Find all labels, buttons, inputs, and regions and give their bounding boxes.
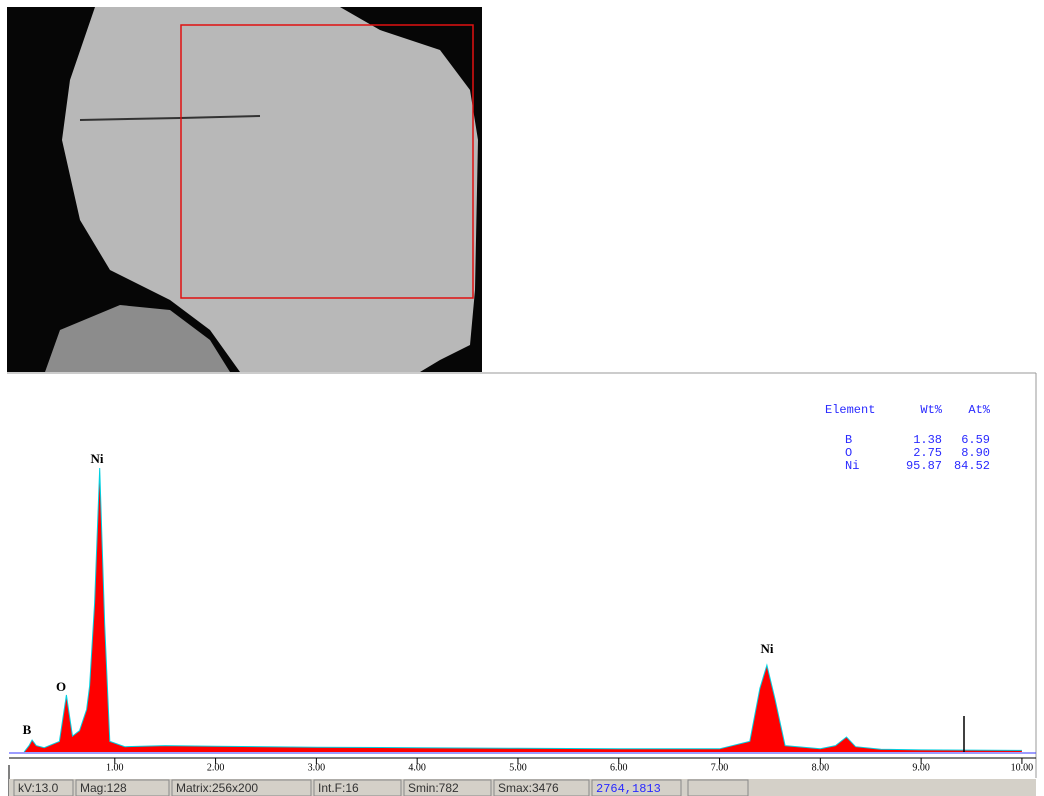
peak-label: Ni — [761, 641, 774, 656]
x-tick-label: 6.00 — [610, 762, 628, 773]
element-name: O — [845, 446, 852, 460]
table-header: At% — [968, 403, 990, 417]
element-name: Ni — [845, 459, 859, 473]
status-text: Mag:128 — [80, 781, 127, 795]
peak-label: O — [56, 679, 66, 694]
x-tick-label: 4.00 — [408, 762, 426, 773]
x-tick-label: 1.00 — [106, 762, 124, 773]
peak-label: B — [23, 722, 32, 737]
status-text: Smax:3476 — [498, 781, 559, 795]
x-tick-label: 3.00 — [308, 762, 326, 773]
x-tick-label: 10.00 — [1011, 762, 1034, 773]
wt-percent: 2.75 — [913, 446, 942, 460]
table-header: Element — [825, 403, 875, 417]
wt-percent: 1.38 — [913, 433, 942, 447]
sem-image — [7, 7, 482, 372]
status-text: 2764,1813 — [596, 782, 661, 796]
status-text: Int.F:16 — [318, 781, 359, 795]
status-bar: kV:13.0 Mag:128 Matrix:256x200 Int.F:16 Smin… — [9, 779, 1036, 796]
element-name: B — [845, 433, 852, 447]
status-cell — [688, 780, 748, 796]
spectrum: 1.00 2.00 3.00 4.00 5.00 6.00 7.00 8.00 9.00 10.0… — [9, 451, 1036, 773]
x-tick-label: 5.00 — [509, 762, 527, 773]
x-tick-label: 9.00 — [912, 762, 930, 773]
at-percent: 8.90 — [961, 446, 990, 460]
x-tick-label: 2.00 — [207, 762, 225, 773]
status-text: kV:13.0 — [18, 781, 59, 795]
at-percent: 6.59 — [961, 433, 990, 447]
x-tick-label: 8.00 — [812, 762, 830, 773]
table-header: Wt% — [920, 403, 942, 417]
spectrum-line — [24, 468, 1022, 752]
peak-label: Ni — [91, 451, 104, 466]
at-percent: 84.52 — [954, 459, 990, 473]
x-tick-label: 7.00 — [711, 762, 729, 773]
spectrum-area — [24, 468, 1022, 752]
screen: 1.00 2.00 3.00 4.00 5.00 6.00 7.00 8.00 9.00 10.0… — [0, 0, 1044, 796]
status-text: Matrix:256x200 — [176, 781, 258, 795]
status-text: Smin:782 — [408, 781, 459, 795]
element-table: Element Wt% At% B 1.38 6.59 O 2.75 8.90 Ni 95.8… — [825, 403, 991, 473]
wt-percent: 95.87 — [906, 459, 942, 473]
